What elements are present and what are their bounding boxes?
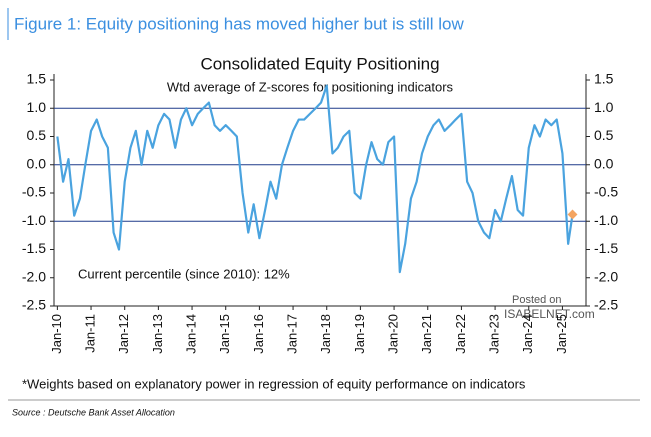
y-tick-label: -0.5 xyxy=(22,184,46,200)
y2-tick-label: -2.0 xyxy=(594,268,618,284)
y2-tick-label: -1.5 xyxy=(594,240,618,256)
watermark: ISABELNET.com xyxy=(504,307,595,321)
x-tick-label: Jan-11 xyxy=(82,314,97,353)
last-point xyxy=(567,209,578,220)
watermark: Posted on xyxy=(512,294,562,306)
y-tick-label: -1.5 xyxy=(22,240,46,256)
x-tick-label: Jan-17 xyxy=(285,314,300,354)
y-tick-label: 0.5 xyxy=(27,127,47,143)
y-tick-label: 0.0 xyxy=(27,155,47,171)
y-tick-label: 1.0 xyxy=(27,99,47,115)
annotation: Current percentile (since 2010): 12% xyxy=(78,266,290,281)
source: Source : Deutsche Bank Asset Allocation xyxy=(12,407,175,417)
y2-tick-label: -1.0 xyxy=(594,212,618,228)
y2-tick-label: 1.5 xyxy=(594,71,614,87)
x-tick-label: Jan-15 xyxy=(217,314,232,354)
x-tick-label: Jan-10 xyxy=(49,314,64,354)
y-tick-label: -2.0 xyxy=(22,268,46,284)
x-tick-label: Jan-21 xyxy=(419,314,434,354)
y-tick-label: -1.0 xyxy=(22,212,46,228)
x-tick-label: Jan-25 xyxy=(554,314,569,354)
x-tick-label: Jan-18 xyxy=(318,314,333,354)
y2-tick-label: -0.5 xyxy=(594,184,618,200)
chart-subtitle: Wtd average of Z-scores for positioning … xyxy=(167,79,454,94)
footnote: *Weights based on explanatory power in r… xyxy=(22,376,526,391)
chart-title: Consolidated Equity Positioning xyxy=(200,54,439,73)
x-tick-label: Jan-24 xyxy=(520,314,535,354)
y2-tick-label: -2.5 xyxy=(594,297,618,313)
y-tick-label: -2.5 xyxy=(22,297,46,313)
x-tick-label: Jan-13 xyxy=(150,314,165,354)
y2-tick-label: 1.0 xyxy=(594,99,614,115)
y-tick-label: 1.5 xyxy=(27,71,47,87)
y2-tick-label: 0.0 xyxy=(594,155,614,171)
series-line xyxy=(56,84,574,274)
x-tick-label: Jan-16 xyxy=(251,314,266,354)
x-tick-label: Jan-20 xyxy=(386,314,401,354)
y2-tick-label: 0.5 xyxy=(594,127,614,143)
x-tick-label: Jan-23 xyxy=(487,314,502,354)
x-tick-label: Jan-19 xyxy=(352,314,367,354)
x-tick-label: Jan-22 xyxy=(453,314,468,354)
x-tick-label: Jan-12 xyxy=(116,314,131,354)
x-tick-label: Jan-14 xyxy=(183,314,198,354)
header: Figure 1: Equity positioning has moved h… xyxy=(14,14,465,33)
